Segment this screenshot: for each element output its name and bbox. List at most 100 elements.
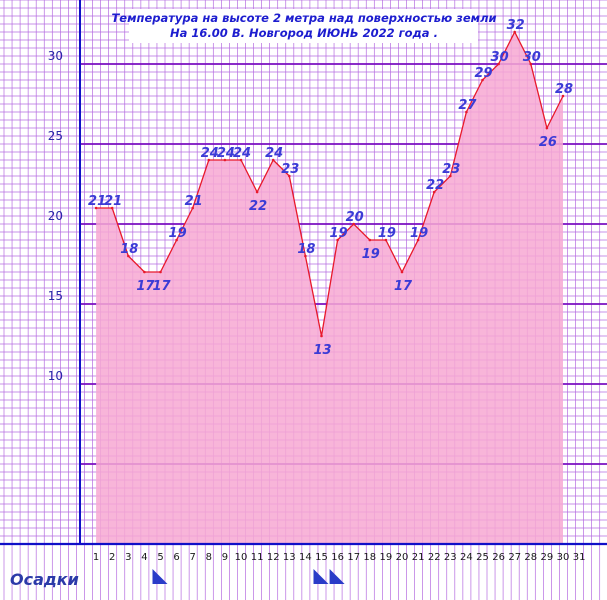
data-point: [400, 270, 404, 274]
y-tick-label: 25: [48, 129, 63, 143]
data-point: [432, 190, 436, 194]
data-point: [352, 222, 356, 226]
x-tick-label: 17: [347, 552, 360, 563]
data-point: [191, 206, 194, 210]
data-points: [94, 30, 565, 338]
x-tick-label: 23: [444, 552, 457, 563]
x-tick-labels: 1 2 3 4 5 6 7 8 9 10 11 12 13 14 15 16 17 18 19 20 21 22 23 24 2…: [93, 552, 586, 563]
data-point: [320, 334, 323, 338]
data-label: 18: [297, 242, 315, 257]
x-tick-label: 5: [157, 552, 163, 563]
x-tick-label: 24: [460, 552, 473, 563]
data-point: [110, 206, 114, 210]
data-label: 17: [136, 279, 155, 294]
x-tick-label: 9: [222, 552, 228, 563]
x-tick-label: 16: [331, 552, 344, 563]
data-point: [159, 270, 162, 274]
data-label: 18: [120, 242, 138, 257]
chart-title-line-2: На 16.00 В. Новгород ИЮНЬ 2022 года .: [170, 26, 438, 40]
x-tick-label: 11: [251, 552, 264, 563]
data-point: [529, 62, 533, 66]
data-label: 13: [313, 343, 331, 358]
x-tick-label: 30: [557, 552, 570, 563]
data-point: [368, 238, 372, 242]
data-label: 24: [217, 146, 235, 161]
data-point: [449, 174, 452, 178]
y-tick-labels: 10 15 20 25 30: [48, 49, 63, 383]
x-tick-label: 20: [396, 552, 409, 563]
data-point: [175, 238, 178, 242]
data-label: 27: [458, 98, 477, 113]
data-point: [207, 158, 211, 162]
precipitation-marker: [152, 569, 168, 584]
data-point: [416, 238, 420, 242]
title-box: [129, 9, 478, 43]
x-tick-label: 15: [315, 552, 328, 563]
data-label: 23: [442, 162, 460, 177]
data-label: 17: [394, 279, 413, 294]
x-tick-label: 22: [428, 552, 441, 563]
data-label: 19: [378, 226, 396, 241]
data-label: 22: [249, 199, 267, 214]
y-tick-label: 20: [48, 209, 63, 223]
data-point: [465, 110, 468, 114]
x-tick-label: 28: [524, 552, 537, 563]
x-tick-label: 8: [206, 552, 212, 563]
x-tick-label: 25: [476, 552, 489, 563]
y-tick-label: 15: [48, 289, 63, 303]
data-label: 29: [474, 66, 492, 81]
x-tick-label: 14: [299, 552, 312, 563]
data-point: [481, 78, 484, 82]
x-tick-label: 2: [109, 552, 115, 563]
data-label: 30: [491, 50, 509, 65]
x-tick-label: 21: [412, 552, 425, 563]
x-tick-label: 29: [541, 552, 554, 563]
data-point: [304, 254, 307, 258]
data-label: 17: [152, 279, 171, 294]
x-tick-label: 18: [363, 552, 376, 563]
data-label: 24: [265, 146, 283, 161]
data-label: 32: [507, 18, 525, 33]
y-tick-label: 10: [48, 369, 63, 383]
precipitation-marker: [329, 569, 345, 584]
data-point: [497, 62, 500, 66]
data-point: [127, 254, 130, 258]
data-labels: 2121181717192124242422242318131920191917…: [88, 18, 573, 358]
data-point: [561, 94, 565, 98]
data-label: 20: [346, 210, 364, 225]
data-label: 21: [185, 194, 203, 209]
x-tick-label: 19: [380, 552, 393, 563]
data-label: 19: [410, 226, 428, 241]
data-point: [545, 126, 549, 130]
x-tick-label: 7: [190, 552, 196, 563]
chart-title-line-1: Температура на высоте 2 метра над поверх…: [111, 11, 496, 25]
data-label: 23: [281, 162, 299, 177]
x-tick-label: 1: [93, 552, 99, 563]
data-point: [336, 238, 339, 242]
data-point: [143, 270, 146, 274]
x-tick-label: 3: [125, 552, 131, 563]
data-point: [239, 158, 243, 162]
data-label: 24: [201, 146, 219, 161]
x-tick-label: 13: [283, 552, 296, 563]
data-label: 26: [539, 135, 557, 150]
x-tick-label: 4: [141, 552, 147, 563]
data-point: [255, 190, 259, 194]
data-label: 19: [362, 247, 380, 262]
y-tick-label: 30: [48, 49, 63, 63]
data-point: [271, 158, 275, 162]
data-label: 21: [104, 194, 122, 209]
x-tick-label: 12: [267, 552, 280, 563]
data-label: 30: [523, 50, 541, 65]
data-point: [223, 158, 227, 162]
x-tick-label: 31: [573, 552, 586, 563]
temperature-line: [96, 30, 564, 337]
data-point: [384, 238, 388, 242]
data-point: [288, 174, 291, 178]
data-point: [513, 30, 516, 34]
precipitation-label: Осадки: [10, 570, 79, 589]
axes: [0, 0, 607, 546]
data-label: 22: [426, 178, 444, 193]
data-label: 24: [233, 146, 251, 161]
